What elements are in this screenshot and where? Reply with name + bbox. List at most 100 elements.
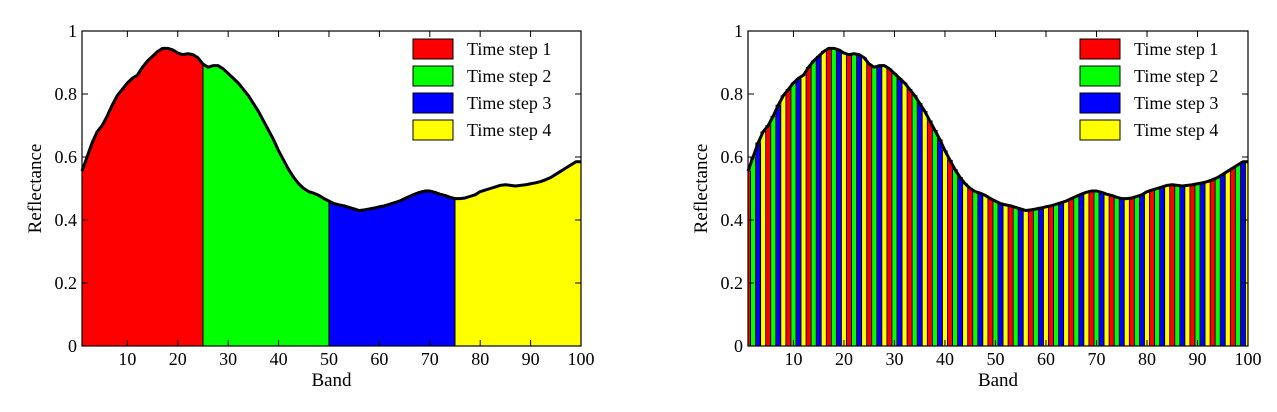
bar	[1159, 186, 1165, 347]
bar	[836, 49, 842, 347]
bar	[1108, 195, 1115, 347]
area-segment	[202, 63, 330, 347]
bar	[947, 159, 953, 347]
legend-swatch	[412, 38, 454, 60]
bar	[876, 65, 883, 347]
bar	[846, 54, 852, 347]
legend-label: Time step 4	[1134, 120, 1218, 140]
bar	[942, 150, 948, 347]
legend-label: Time step 3	[1134, 93, 1218, 113]
x-tick-label: 60	[1037, 349, 1055, 369]
bar	[821, 51, 827, 347]
y-tick-label: 0	[68, 336, 77, 356]
bar	[1134, 196, 1140, 347]
bar	[1078, 193, 1085, 347]
x-tick-label: 100	[1235, 349, 1262, 369]
x-tick-label: 100	[568, 349, 595, 369]
bar	[927, 120, 933, 347]
legend-label: Time step 3	[467, 93, 551, 113]
bar	[826, 48, 832, 347]
bar	[891, 73, 898, 347]
right-axes: 10 20 30 40 50 60 70 80 90 100 0 0.2 0.4 0.6 0.8 1	[721, 21, 1262, 369]
bar	[861, 57, 867, 347]
y-tick-label: 1	[734, 21, 743, 41]
bar	[1053, 203, 1059, 347]
bar	[1113, 197, 1120, 347]
legend-swatch	[1079, 92, 1121, 114]
bar	[1174, 185, 1180, 347]
x-tick-label: 80	[471, 349, 489, 369]
bar	[1240, 161, 1246, 347]
spectrum-line	[80, 46, 581, 213]
bar	[1169, 184, 1175, 347]
y-tick-label: 0.6	[721, 147, 744, 167]
bar	[932, 129, 938, 347]
left-axis-box	[81, 30, 582, 347]
legend-label: Time step 1	[1134, 39, 1218, 59]
bar	[1139, 194, 1145, 347]
bar	[1068, 198, 1074, 347]
bar	[1002, 204, 1009, 347]
bar	[760, 131, 766, 347]
x-tick-label: 20	[169, 349, 187, 369]
x-tick-label: 80	[1138, 349, 1156, 369]
bar	[856, 54, 862, 347]
legend-label: Time step 2	[467, 66, 551, 86]
bar	[1215, 177, 1221, 347]
left-y-axis-label: Reflectance	[25, 144, 46, 234]
right-axis-box	[747, 30, 1249, 347]
bar	[1018, 208, 1024, 347]
x-tick-label: 70	[1087, 349, 1105, 369]
bar	[851, 53, 857, 347]
bar	[1033, 208, 1039, 347]
x-tick-label: 10	[118, 349, 136, 369]
area-segment	[328, 190, 456, 347]
bar	[816, 55, 822, 347]
bar	[1179, 185, 1186, 347]
bar	[957, 177, 963, 347]
legend-swatch	[412, 65, 454, 87]
x-tick-label: 90	[522, 349, 540, 369]
bar	[1119, 198, 1125, 347]
spectrum-line	[746, 46, 1248, 213]
bar	[1199, 182, 1206, 347]
y-tick-label: 0.4	[721, 210, 744, 230]
x-tick-label: 40	[270, 349, 288, 369]
bar	[896, 77, 903, 347]
right-plot-area	[746, 46, 1249, 347]
bar	[1088, 190, 1095, 347]
bar	[972, 191, 978, 347]
bar	[800, 74, 807, 347]
left-plot-area	[80, 46, 582, 347]
y-tick-label: 0.6	[55, 147, 78, 167]
bar	[1103, 193, 1110, 347]
y-tick-label: 0	[734, 336, 743, 356]
x-tick-label: 70	[421, 349, 439, 369]
right-y-axis-label: Reflectance	[691, 144, 712, 234]
legend-swatch	[412, 92, 454, 114]
legend-swatch	[412, 119, 454, 141]
left-x-axis-label: Band	[311, 370, 352, 391]
bar	[982, 195, 989, 347]
bar	[780, 95, 787, 347]
bar	[790, 82, 797, 347]
legend-label: Time step 2	[1134, 66, 1218, 86]
bar	[1194, 183, 1201, 347]
bar	[1235, 164, 1241, 347]
legend-swatch	[1079, 119, 1121, 141]
bar	[917, 103, 923, 347]
bar	[886, 68, 893, 347]
bar	[922, 111, 928, 347]
bar	[1209, 179, 1216, 347]
bar	[750, 156, 756, 347]
bar	[1098, 191, 1105, 347]
bar	[1220, 174, 1226, 347]
y-tick-label: 0.8	[721, 84, 744, 104]
bar	[1093, 190, 1100, 347]
x-tick-label: 40	[936, 349, 954, 369]
bar	[755, 142, 761, 347]
bar	[785, 88, 792, 347]
bar	[1230, 167, 1236, 347]
y-tick-label: 0.2	[721, 273, 744, 293]
